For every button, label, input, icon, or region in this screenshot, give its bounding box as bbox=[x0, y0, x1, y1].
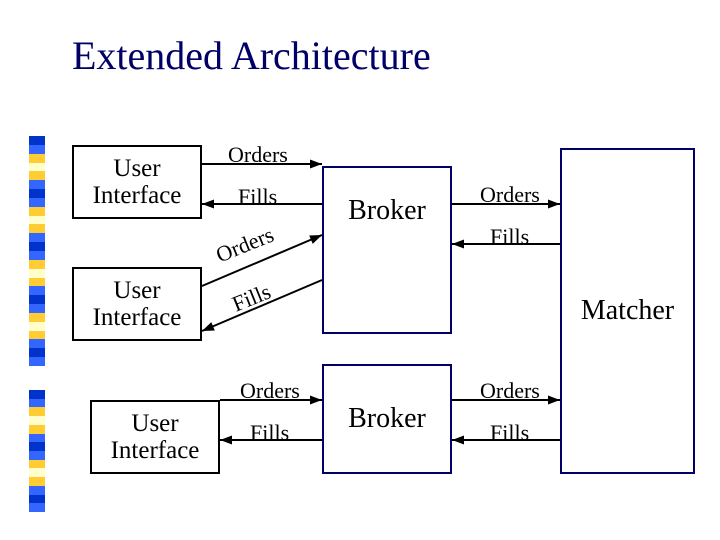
edge-label-orders: Orders bbox=[480, 378, 540, 404]
edge-label-fills: Fills bbox=[238, 184, 277, 210]
edge-label-orders: Orders bbox=[228, 142, 288, 168]
node-label: Matcher bbox=[581, 296, 674, 327]
edge-label-fills: Fills bbox=[490, 420, 529, 446]
decorative-sidebar-1 bbox=[29, 136, 45, 366]
edge-label-fills: Fills bbox=[250, 420, 289, 446]
node-matcher: Matcher bbox=[560, 148, 695, 474]
node-label: UserInterface bbox=[93, 155, 182, 210]
decorative-sidebar-2 bbox=[29, 390, 45, 512]
edge-label-fills: Fills bbox=[229, 279, 275, 318]
edge-label-orders: Orders bbox=[240, 378, 300, 404]
node-label: Broker bbox=[348, 196, 426, 227]
node-label: UserInterface bbox=[111, 410, 200, 465]
edge-label-fills: Fills bbox=[490, 224, 529, 250]
node-user-interface-1: UserInterface bbox=[72, 145, 202, 219]
node-broker-1: Broker bbox=[322, 166, 452, 334]
node-label: UserInterface bbox=[93, 277, 182, 332]
diagram-title: Extended Architecture bbox=[72, 32, 431, 79]
node-label: Broker bbox=[348, 404, 426, 435]
edge-label-orders: Orders bbox=[212, 222, 277, 269]
node-user-interface-3: UserInterface bbox=[90, 400, 220, 474]
edge-label-orders: Orders bbox=[480, 182, 540, 208]
node-user-interface-2: UserInterface bbox=[72, 267, 202, 341]
node-broker-2: Broker bbox=[322, 364, 452, 474]
